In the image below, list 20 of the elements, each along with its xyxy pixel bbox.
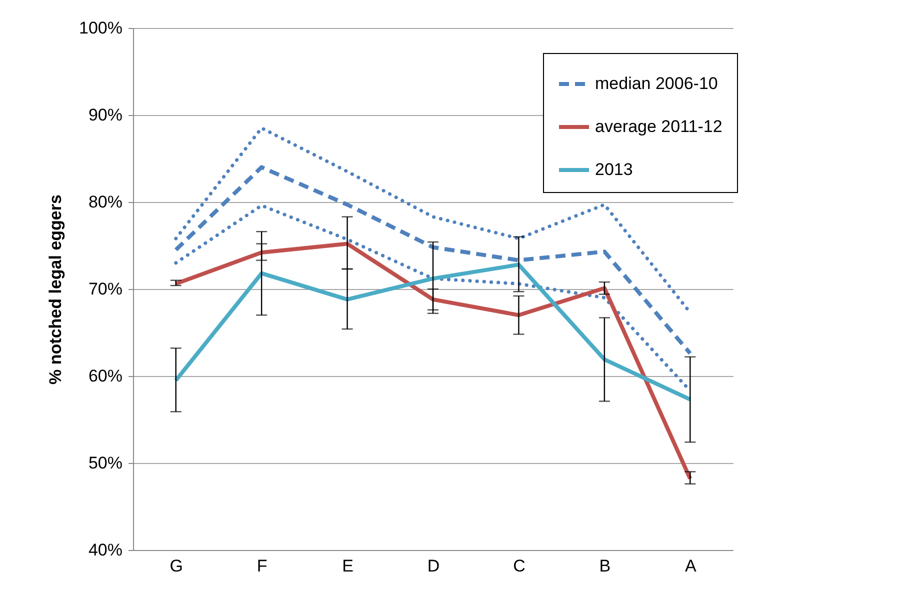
y-tick-label: 80% [88,192,122,212]
y-tick-label: 50% [88,454,122,472]
y-axis-title: % notched legal eggers [46,194,66,384]
y-tick-label: 90% [88,106,122,124]
x-tick-label: A [684,556,697,576]
legend-label: 2013 [595,160,633,179]
legend-label: average 2011-12 [595,117,722,136]
line-series [174,165,692,356]
x-tick-label: D [427,556,440,576]
y-tick-label: 60% [88,366,122,386]
y-tick-label: 70% [88,280,122,298]
x-tick-label: B [599,556,611,576]
x-tick-label: E [342,556,354,576]
y-tick-label: 100% [79,18,122,38]
legend-label: median 2006-10 [595,74,718,93]
x-tick-label: F [256,556,268,576]
y-tick-label: 40% [88,540,122,560]
line-series [174,262,692,402]
x-tick-label: G [170,556,183,576]
x-tick-label: C [513,556,526,576]
